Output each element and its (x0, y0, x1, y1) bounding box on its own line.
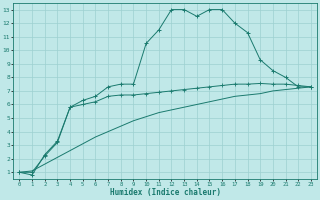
X-axis label: Humidex (Indice chaleur): Humidex (Indice chaleur) (110, 188, 220, 197)
